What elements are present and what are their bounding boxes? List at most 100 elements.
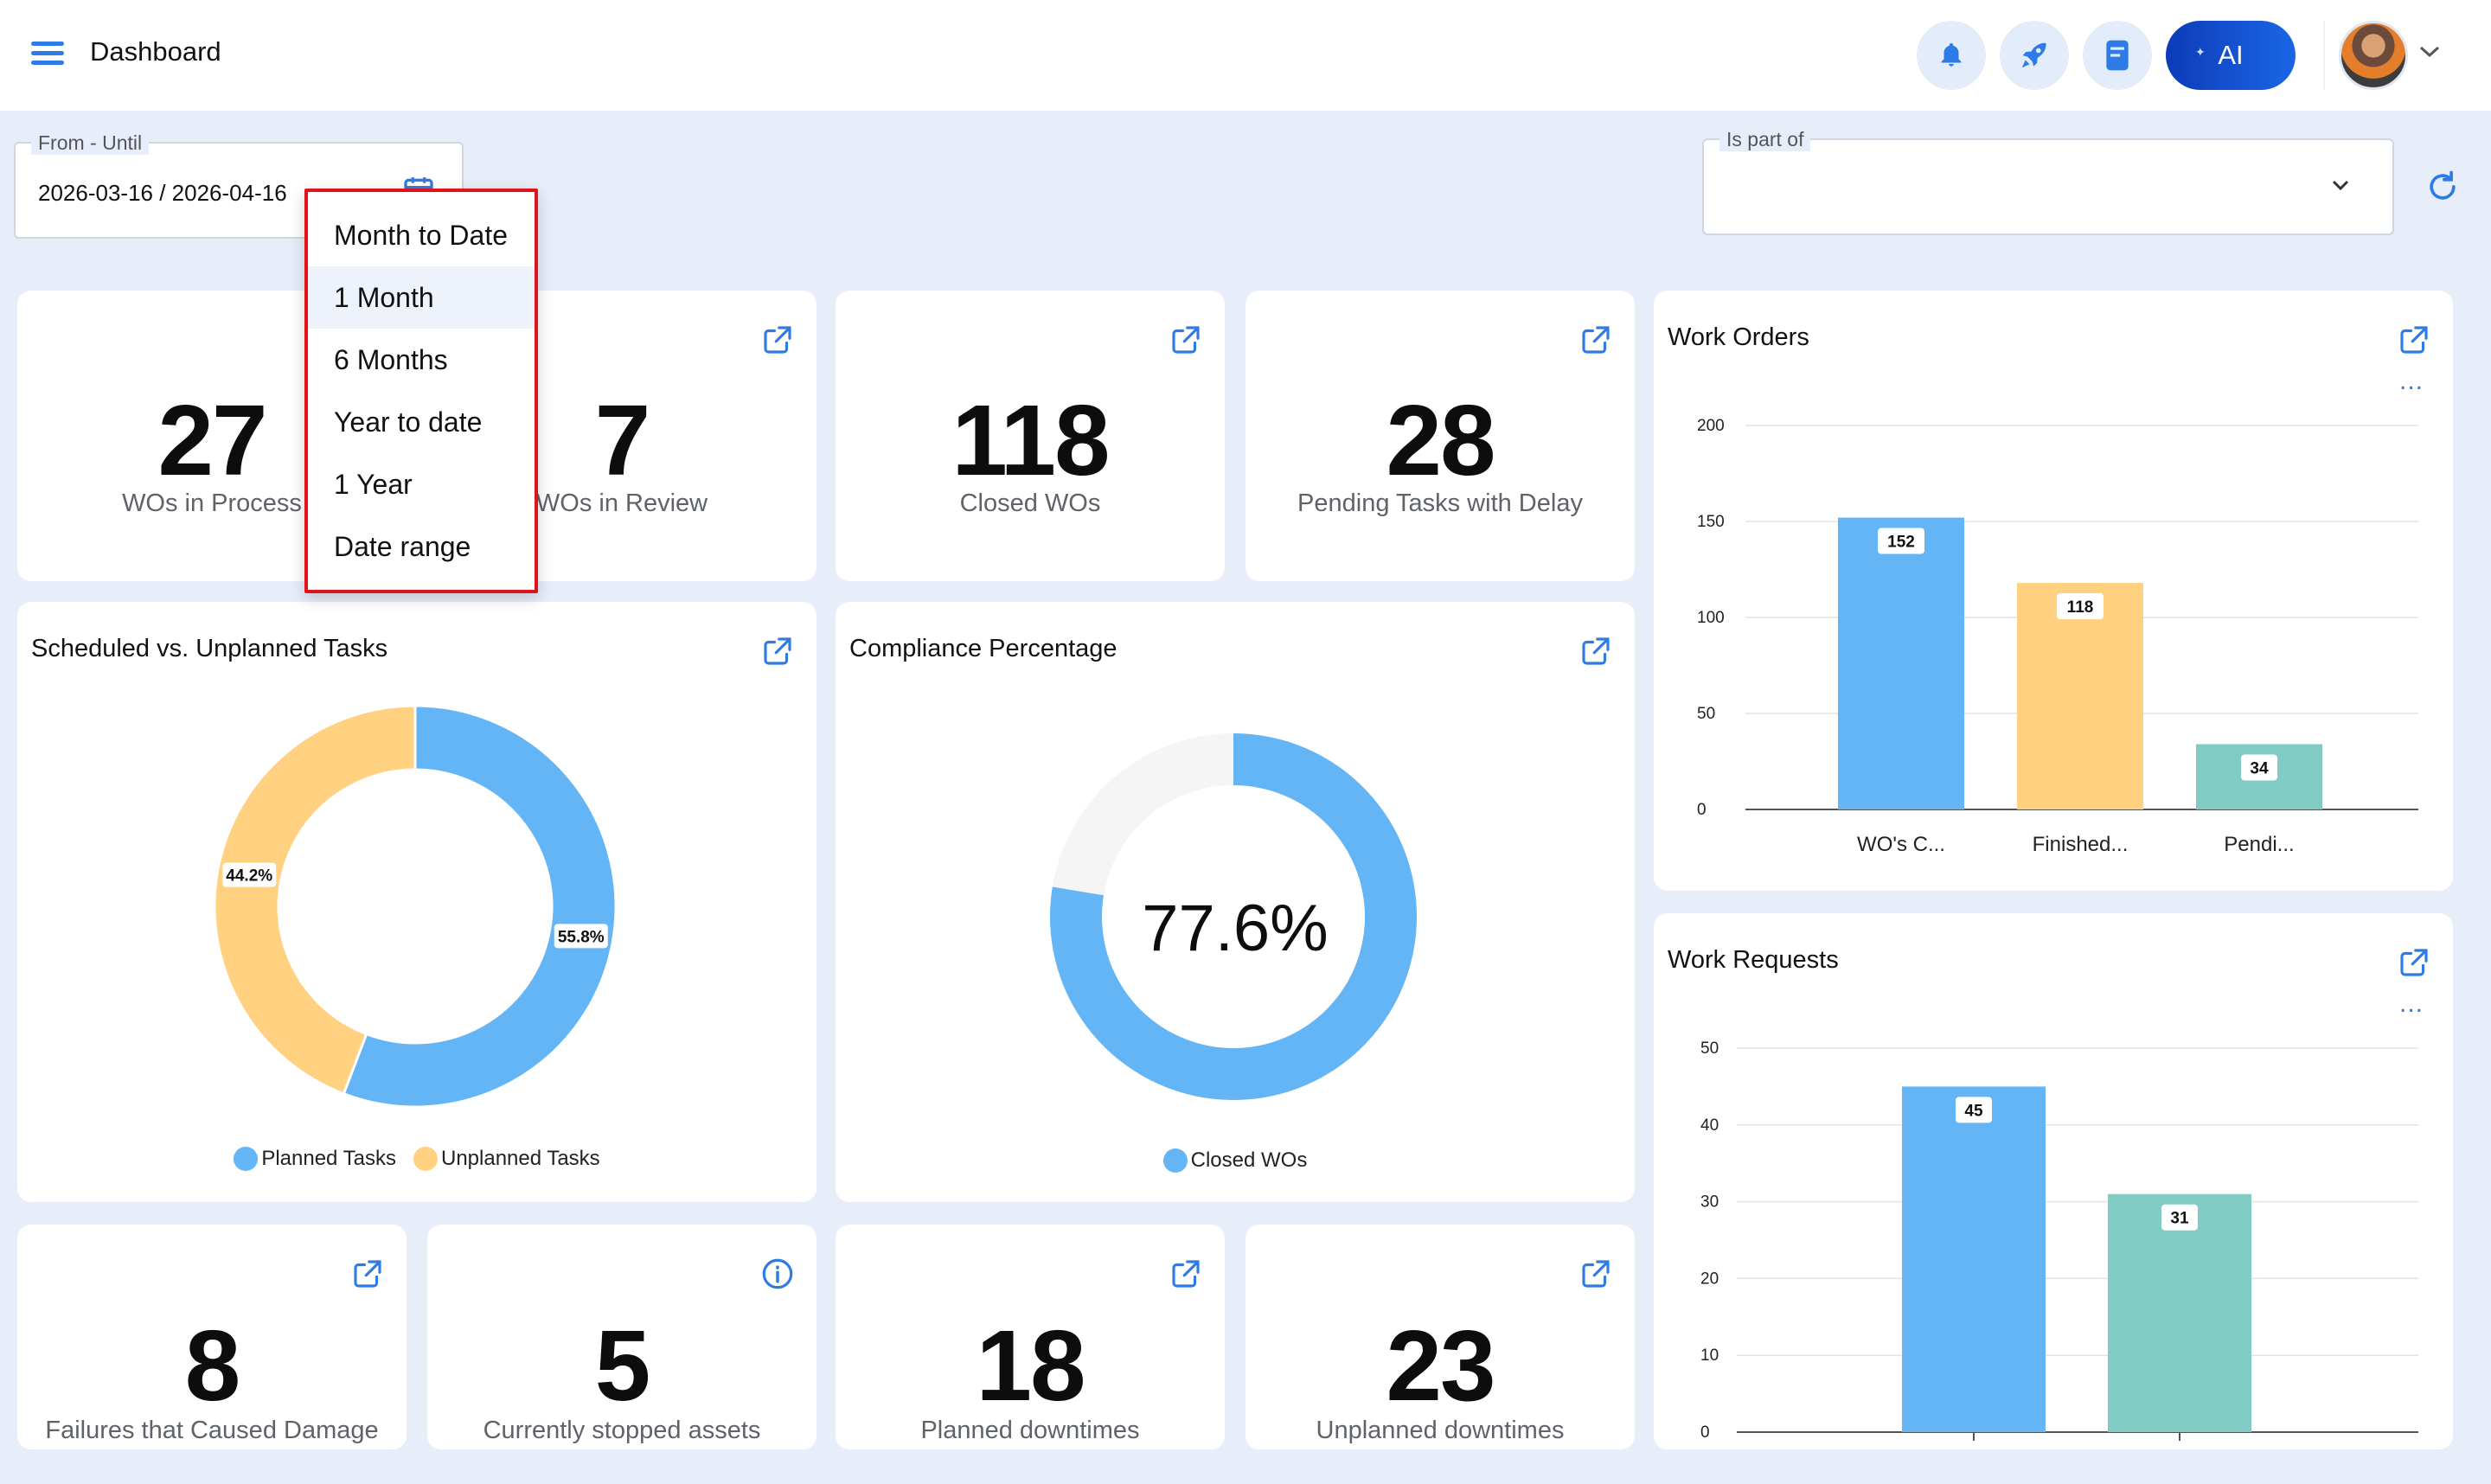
data-label-bg [1878, 528, 1924, 554]
kpi-label: Closed WOs [959, 489, 1101, 517]
menu-item-1-month[interactable]: 1 Month [308, 266, 535, 329]
external-link-icon[interactable] [1578, 633, 1614, 669]
ai-button-label: AI [2218, 40, 2244, 70]
page-title: Dashboard [90, 36, 221, 67]
external-link-icon[interactable] [1578, 322, 1614, 358]
kpi-label: WOs in Process [122, 489, 302, 517]
work-orders-bar-chart: 0 50 100 150 200 152 WO's C... 118 Finished... 34… [1697, 417, 2418, 856]
bar [2108, 1193, 2251, 1432]
external-link-icon[interactable] [2396, 322, 2432, 358]
legend-swatch [1162, 1148, 1188, 1173]
top-header: Dashboard ✦ AI [0, 0, 2491, 111]
chevron-down-icon [2332, 180, 2349, 191]
y-tick-label: 10 [1700, 1346, 1719, 1365]
notifications-button[interactable] [1917, 21, 1986, 90]
legend-label: Planned Tasks [261, 1147, 396, 1170]
rocket-icon [2021, 42, 2046, 68]
chart-legend: Closed WOs [836, 1148, 1635, 1173]
kpi-label: Unplanned downtimes [1316, 1417, 1565, 1444]
kpi-wos-in-review[interactable]: 7 WOs in Review [427, 291, 816, 581]
ai-assistant-button[interactable]: ✦ AI [2166, 21, 2296, 90]
more-options-icon[interactable]: ... [2398, 989, 2424, 1018]
is-part-of-select[interactable]: Is part of [1702, 128, 2394, 235]
data-label: 152 [1887, 534, 1915, 552]
kpi-label: Pending Tasks with Delay [1297, 489, 1583, 517]
legend-label: Unplanned Tasks [440, 1147, 600, 1170]
kpi-value: 5 [594, 1309, 651, 1422]
sparkle-icon: ✦ [2195, 45, 2206, 59]
data-label: 34 [2250, 760, 2269, 778]
kpi-label: WOs in Review [535, 489, 708, 517]
data-label-bg [2057, 593, 2104, 620]
kpi-value: 27 [157, 384, 267, 496]
bar [1838, 517, 1964, 809]
external-link-icon[interactable] [759, 633, 796, 669]
data-label: 55.8% [558, 928, 605, 946]
kpi-label: Failures that Caused Damage [45, 1417, 379, 1444]
more-options-icon[interactable]: ... [2398, 367, 2424, 395]
external-link-icon[interactable] [759, 322, 796, 358]
kpi-closed-wos[interactable]: 118 Closed WOs [836, 291, 1225, 581]
y-tick-label: 20 [1700, 1270, 1719, 1288]
y-tick-label: 200 [1697, 417, 1725, 435]
scheduled-vs-unplanned-card: Scheduled vs. Unplanned Tasks 55.8% 44.2%… [17, 602, 816, 1202]
y-tick-label: 0 [1700, 1423, 1710, 1442]
document-icon [2106, 40, 2129, 71]
data-label: 44.2% [226, 867, 272, 886]
y-tick-label: 50 [1697, 705, 1715, 723]
legend-label: Closed WOs [1190, 1148, 1308, 1172]
menu-item-month-to-date[interactable]: Month to Date [334, 219, 508, 251]
info-icon[interactable] [759, 1256, 796, 1292]
work-requests-bar-chart: 0 10 20 30 40 50 45 31 [1700, 1039, 2418, 1442]
data-label-bg [1956, 1097, 1992, 1123]
kpi-value: 8 [184, 1309, 241, 1422]
menu-item-year-to-date[interactable]: Year to date [334, 406, 483, 438]
menu-item-6-months[interactable]: 6 Months [334, 343, 448, 375]
legend-item-unplanned[interactable]: Unplanned Tasks [413, 1147, 600, 1171]
user-avatar[interactable] [2339, 21, 2408, 90]
compliance-center-value: 77.6% [1142, 892, 1329, 965]
header-divider [2323, 21, 2325, 90]
data-label-bg [554, 924, 608, 949]
legend-item-planned[interactable]: Planned Tasks [234, 1147, 396, 1171]
external-link-icon[interactable] [349, 1256, 386, 1292]
getting-started-button[interactable] [2000, 21, 2069, 90]
date-preset-menu: Month to Date 1 Month 6 Months Year to d… [304, 189, 538, 593]
data-label: 118 [2067, 598, 2094, 617]
refresh-icon[interactable] [2424, 168, 2462, 206]
legend-item-closed-wos[interactable]: Closed WOs [1162, 1148, 1308, 1173]
data-label: 31 [2170, 1210, 2189, 1228]
bar [2017, 583, 2143, 809]
external-link-icon[interactable] [1578, 1256, 1614, 1292]
y-tick-label: 30 [1700, 1193, 1719, 1212]
data-label: 45 [1964, 1102, 1983, 1120]
x-category-label: Finished... [2033, 833, 2129, 856]
is-part-of-legend: Is part of [1719, 128, 1811, 151]
compliance-donut-chart [1050, 733, 1417, 1100]
kpi-unplanned-downtimes[interactable]: 23 Unplanned downtimes [1246, 1225, 1635, 1449]
kpi-failures-damage[interactable]: 8 Failures that Caused Damage [17, 1225, 407, 1449]
card-title: Work Requests [1668, 946, 1839, 974]
kpi-pending-tasks-delay[interactable]: 28 Pending Tasks with Delay [1246, 291, 1635, 581]
kpi-planned-downtimes[interactable]: 18 Planned downtimes [836, 1225, 1225, 1449]
menu-item-date-range[interactable]: Date range [334, 530, 471, 562]
external-link-icon[interactable] [2396, 944, 2432, 981]
compliance-percentage-card: Compliance Percentage 77.6% Closed WOs [836, 602, 1635, 1202]
y-tick-label: 0 [1697, 801, 1707, 819]
kpi-label: Currently stopped assets [483, 1417, 761, 1444]
card-title: Compliance Percentage [849, 635, 1117, 662]
documents-button[interactable] [2083, 21, 2152, 90]
data-label-bg [222, 862, 277, 887]
external-link-icon[interactable] [1168, 1256, 1204, 1292]
external-link-icon[interactable] [1168, 322, 1204, 358]
menu-item-1-year[interactable]: 1 Year [334, 468, 413, 500]
scheduled-donut-chart: 55.8% 44.2% [213, 704, 618, 1109]
legend-swatch [413, 1147, 438, 1171]
kpi-wos-in-process[interactable]: 27 WOs in Process [17, 291, 407, 581]
y-tick-label: 40 [1700, 1116, 1719, 1135]
chevron-down-icon[interactable] [2418, 45, 2441, 59]
hamburger-menu-icon[interactable] [31, 40, 64, 67]
data-label-bg [2241, 754, 2277, 781]
kpi-stopped-assets[interactable]: 5 Currently stopped assets [427, 1225, 816, 1449]
kpi-label: Planned downtimes [920, 1417, 1140, 1444]
